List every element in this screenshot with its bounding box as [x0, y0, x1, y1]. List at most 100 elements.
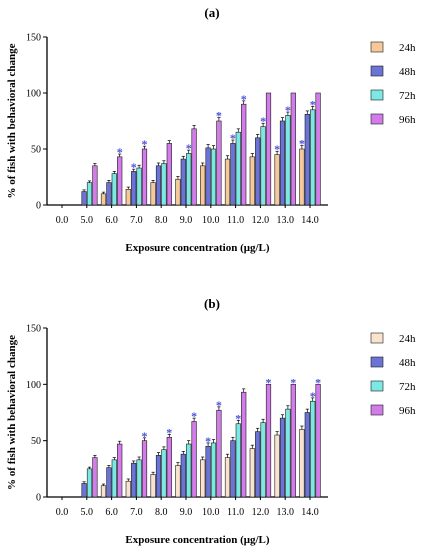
significance-star: *: [266, 375, 272, 389]
bar: [111, 459, 117, 498]
y-tick-label: 50: [31, 436, 41, 447]
significance-star: *: [315, 375, 321, 389]
bar: [111, 173, 117, 206]
bar: [235, 131, 241, 206]
significance-star: *: [131, 160, 137, 174]
x-tick-label: 8.0: [155, 507, 168, 518]
significance-star: *: [216, 398, 222, 412]
bar: [86, 182, 93, 206]
x-axis-title: Exposure concentration (μg/L): [125, 242, 269, 254]
bar: [205, 147, 211, 206]
y-tick-label: 100: [26, 89, 41, 100]
x-tick-label: 6.0: [105, 215, 118, 226]
legend-swatch: [370, 65, 384, 77]
bar: [86, 468, 93, 498]
y-tick-label: 0: [36, 201, 41, 212]
legend-swatch: [370, 380, 384, 392]
bar: [290, 384, 296, 498]
bar: [155, 455, 162, 498]
bar: [166, 436, 172, 498]
bar: [141, 148, 148, 206]
significance-star: *: [285, 103, 291, 117]
bar: [131, 171, 137, 206]
y-axis-title: % of fish with behavioral change: [6, 43, 18, 198]
bar: [265, 384, 272, 498]
bar: [279, 417, 286, 498]
bar: [310, 400, 316, 498]
x-tick-label: 5.0: [81, 215, 94, 226]
bar: [166, 143, 172, 206]
bar: [310, 109, 316, 206]
legend-swatch: [370, 404, 384, 416]
bar: [155, 165, 162, 206]
significance-star: *: [142, 429, 148, 443]
x-tick-label: 10.0: [202, 507, 220, 518]
x-tick-label: 8.0: [155, 215, 168, 226]
bar: [161, 449, 167, 498]
bar: [241, 103, 247, 206]
bar: [224, 457, 231, 498]
bar: [260, 126, 266, 206]
legend-label: 48h: [399, 357, 416, 369]
bar: [210, 148, 217, 206]
bar: [304, 412, 310, 498]
legend-label: 72h: [399, 381, 416, 393]
legend-label: 96h: [399, 405, 416, 417]
bar: [224, 158, 231, 206]
bar: [81, 483, 87, 498]
significance-star: *: [241, 92, 247, 106]
bar: [200, 459, 206, 498]
significance-star: *: [230, 131, 236, 145]
bar: [216, 120, 222, 206]
significance-star: *: [310, 97, 316, 111]
bar: [274, 434, 280, 498]
significance-star: *: [142, 137, 148, 151]
bar: [241, 391, 247, 498]
x-tick-label: 11.0: [227, 215, 244, 226]
significance-star: *: [274, 142, 280, 156]
legend-label: 24h: [399, 333, 416, 345]
x-tick-label: 14.0: [301, 215, 319, 226]
bar: [290, 92, 296, 206]
x-tick-label: 7.0: [130, 507, 143, 518]
legend-swatch: [370, 332, 384, 344]
x-tick-label: 12.0: [252, 507, 270, 518]
significance-star: *: [216, 109, 222, 123]
x-tick-label: 9.0: [180, 215, 193, 226]
panel-label: (a): [204, 5, 219, 20]
bar: [100, 193, 107, 206]
y-tick-label: 100: [26, 380, 41, 391]
bar: [186, 443, 192, 498]
significance-star: *: [310, 389, 316, 403]
bar: [279, 120, 286, 206]
legend-swatch: [370, 89, 384, 101]
bar: [117, 443, 123, 498]
bar: [205, 445, 211, 498]
significance-star: *: [186, 141, 192, 155]
bar: [131, 462, 137, 498]
x-tick-label: 14.0: [301, 507, 319, 518]
bar: [106, 467, 112, 498]
bar: [180, 158, 186, 206]
bar: [210, 442, 217, 498]
significance-star: *: [117, 145, 123, 159]
bar: [299, 429, 305, 498]
bar: [117, 156, 123, 206]
bar: [136, 459, 142, 498]
x-tick-label: 0.0: [56, 507, 69, 518]
y-tick-label: 50: [31, 145, 41, 156]
legend-swatch: [370, 41, 384, 53]
bar: [274, 154, 280, 206]
significance-star: *: [260, 114, 266, 128]
bar: [106, 182, 112, 206]
bar: [92, 165, 98, 206]
bar: [150, 474, 156, 498]
bar: [299, 148, 305, 206]
bar: [191, 128, 197, 206]
bar: [230, 143, 236, 206]
y-axis-title: % of fish with behavioral change: [6, 335, 18, 490]
x-tick-label: 13.0: [276, 215, 294, 226]
bar: [136, 167, 142, 206]
legend-label: 96h: [399, 114, 416, 126]
